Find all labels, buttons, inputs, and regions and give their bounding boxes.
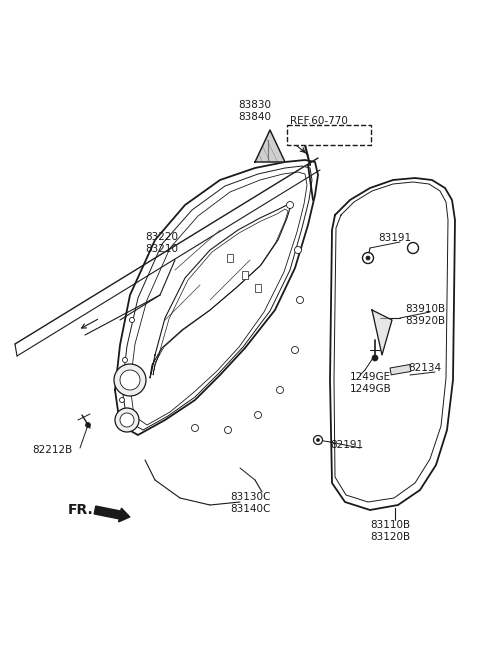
Circle shape bbox=[408, 243, 419, 253]
Polygon shape bbox=[372, 310, 392, 355]
Circle shape bbox=[114, 364, 146, 396]
Text: 83910B
83920B: 83910B 83920B bbox=[405, 304, 445, 326]
Circle shape bbox=[115, 408, 139, 432]
Text: 83110B
83120B: 83110B 83120B bbox=[370, 520, 410, 542]
Text: REF.60-770: REF.60-770 bbox=[290, 116, 348, 126]
Text: 83220
83210: 83220 83210 bbox=[145, 232, 179, 254]
Circle shape bbox=[316, 438, 320, 441]
Circle shape bbox=[254, 411, 262, 419]
Bar bbox=[242, 271, 248, 279]
Circle shape bbox=[120, 370, 140, 390]
Circle shape bbox=[313, 436, 323, 445]
Circle shape bbox=[295, 247, 301, 253]
Circle shape bbox=[130, 318, 134, 323]
Circle shape bbox=[85, 422, 91, 428]
Circle shape bbox=[362, 253, 373, 264]
Text: 82212B: 82212B bbox=[32, 445, 72, 455]
Circle shape bbox=[120, 398, 124, 403]
Text: 1249GE
1249GB: 1249GE 1249GB bbox=[350, 372, 392, 394]
Text: 83830
83840: 83830 83840 bbox=[239, 100, 272, 122]
Circle shape bbox=[372, 355, 378, 361]
Circle shape bbox=[291, 346, 299, 354]
Circle shape bbox=[120, 413, 134, 427]
Circle shape bbox=[192, 424, 199, 432]
Circle shape bbox=[287, 201, 293, 209]
Circle shape bbox=[225, 426, 231, 434]
Circle shape bbox=[122, 358, 128, 363]
Polygon shape bbox=[255, 130, 285, 162]
Text: FR.: FR. bbox=[68, 503, 94, 517]
FancyArrow shape bbox=[94, 506, 130, 522]
Circle shape bbox=[366, 256, 370, 260]
Circle shape bbox=[276, 386, 284, 394]
Bar bbox=[390, 365, 411, 375]
Text: 82191: 82191 bbox=[330, 440, 363, 450]
Text: 82134: 82134 bbox=[408, 363, 441, 373]
Bar bbox=[227, 254, 233, 262]
Circle shape bbox=[297, 297, 303, 304]
Text: 83130C
83140C: 83130C 83140C bbox=[230, 492, 270, 514]
Bar bbox=[255, 284, 261, 292]
Text: 83191: 83191 bbox=[378, 233, 411, 243]
FancyBboxPatch shape bbox=[287, 125, 371, 145]
